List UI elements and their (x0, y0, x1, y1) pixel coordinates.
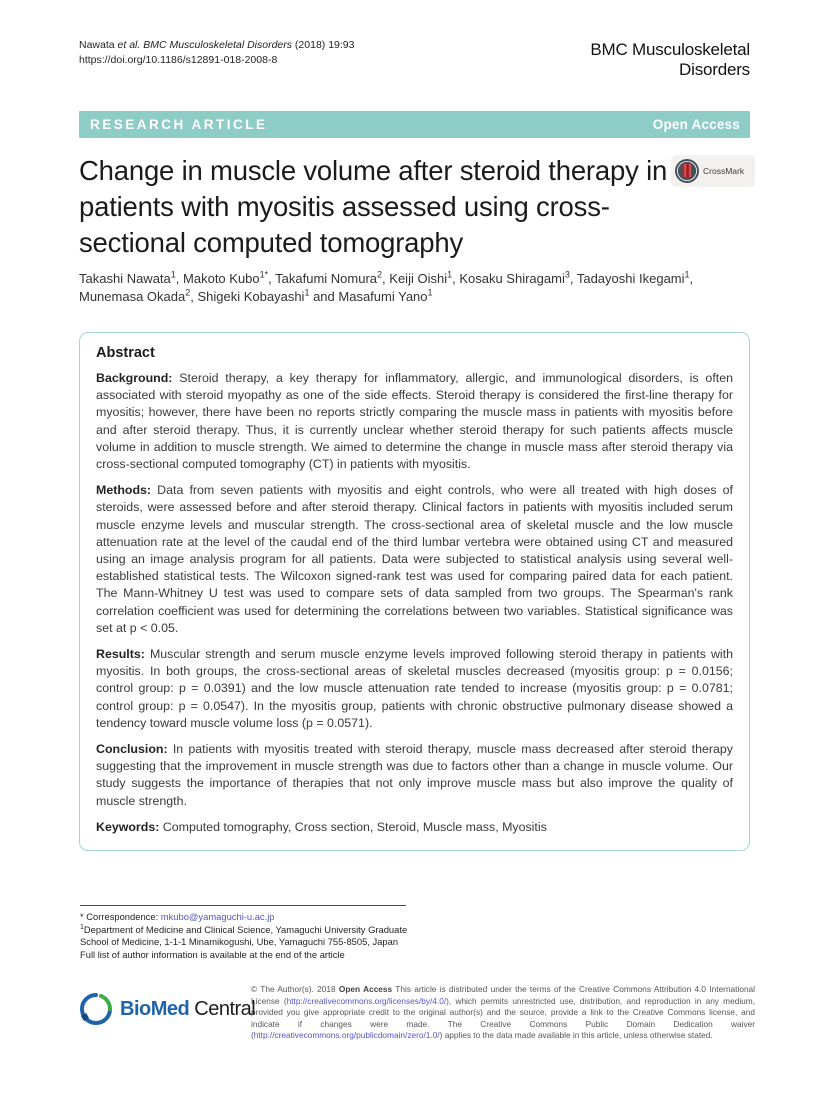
biomed-central-logo-mark-icon (79, 992, 113, 1026)
author-sup: 1 (447, 269, 453, 280)
section-label: Methods: (96, 483, 152, 498)
author-sep: , (268, 271, 276, 286)
author-sep: , (382, 271, 390, 286)
crossmark-icon (674, 158, 700, 184)
section-label: Keywords: (96, 819, 160, 834)
section-label: Conclusion: (96, 742, 168, 757)
section-text: Computed tomography, Cross section, Ster… (159, 819, 547, 834)
author-sep: , (190, 289, 198, 304)
author-sup: 3 (564, 269, 570, 280)
affiliation-line: 1Department of Medicine and Clinical Sci… (80, 923, 420, 949)
author-sup: 2 (185, 287, 191, 298)
author: Keiji Oishi1, (389, 269, 460, 286)
license-link-publicdomain[interactable]: http://creativecommons.org/publicdomain/… (253, 1030, 440, 1041)
top-header: Nawata et al. BMC Musculoskeletal Disord… (79, 38, 750, 80)
author-name: Makoto Kubo (183, 271, 260, 286)
abstract-section-conclusion: Conclusion: In patients with myositis tr… (96, 741, 733, 810)
citation-issue: (2018) 19:93 (292, 39, 355, 51)
author-sup: 1* (259, 269, 269, 280)
correspondence-label: * Correspondence: (80, 911, 161, 922)
section-text: Data from seven patients with myositis a… (96, 483, 733, 635)
journal-logo: BMC Musculoskeletal Disorders (590, 40, 750, 80)
author-sep: , (689, 271, 694, 286)
section-text: Muscular strength and serum muscle enzym… (96, 647, 733, 730)
license-open-access: Open Access (338, 984, 393, 994)
author-name: Takafumi Nomura (275, 271, 378, 286)
author-name: Takashi Nawata (79, 271, 171, 286)
header-citation: Nawata et al. BMC Musculoskeletal Disord… (79, 38, 354, 68)
license-prefix: © The Author(s). 2018 (251, 984, 339, 994)
author-sup: 2 (377, 269, 383, 280)
citation-prefix: Nawata (79, 39, 118, 51)
open-access-label: Open Access (652, 117, 740, 132)
license-part2: ), which permits unrestricted use, distr… (251, 995, 755, 1041)
author-sep: , (175, 271, 184, 286)
section-text: Steroid therapy, a key therapy for infla… (96, 371, 733, 472)
author-sup: 1 (170, 269, 176, 280)
abstract-heading: Abstract (96, 345, 155, 361)
author-sup: 1 (304, 287, 310, 298)
crossmark-badge[interactable]: CrossMark (671, 155, 755, 187)
article-title: Change in muscle volume after steroid th… (79, 155, 668, 258)
author-name: Keiji Oishi (389, 271, 448, 286)
author-sep: , (569, 271, 577, 286)
logo-biomed: BioMed (120, 997, 190, 1020)
correspondence-line: * Correspondence: mkubo@yamaguchi-u.ac.j… (80, 911, 420, 924)
author-name: Tadayoshi Ikegami (576, 271, 685, 286)
author-sep: , (452, 271, 460, 286)
biomed-central-logo-text: BioMed Central (120, 997, 256, 1021)
license-link-cc-by[interactable]: http://creativecommons.org/licenses/by/4… (286, 995, 447, 1006)
footnotes: * Correspondence: mkubo@yamaguchi-u.ac.j… (80, 911, 420, 961)
author-sep: and (309, 289, 339, 304)
author: Shigeki Kobayashi1 and (197, 287, 339, 304)
author-list: Takashi Nawata1, Makoto Kubo1*, Takafumi… (79, 270, 739, 306)
author: Tadayoshi Ikegami1, (576, 269, 694, 286)
abstract-box: Abstract Background: Steroid therapy, a … (79, 332, 750, 852)
bottom-row: BioMed Central © The Author(s). 2018 Ope… (79, 984, 755, 1042)
author-name: Masafumi Yano (338, 289, 428, 304)
journal-name-line2: Disorders (679, 60, 750, 79)
logo-central: Central (189, 997, 256, 1020)
author: Takashi Nawata1, (79, 269, 184, 286)
article-type-label: RESEARCH ARTICLE (90, 117, 268, 132)
abstract-section-keywords: Keywords: Computed tomography, Cross sec… (96, 819, 733, 836)
affiliation-text: Department of Medicine and Clinical Scie… (80, 923, 408, 948)
section-text: In patients with myositis treated with s… (96, 742, 733, 808)
author: Takafumi Nomura2, (275, 269, 390, 286)
author: Kosaku Shiragami3, (459, 269, 577, 286)
affiliation-sup: 1 (80, 923, 84, 931)
journal-name-line1: BMC Musculoskeletal (590, 40, 750, 59)
abstract-section-background: Background: Steroid therapy, a key thera… (96, 370, 733, 473)
footnote-divider (80, 905, 406, 906)
citation-line: Nawata et al. BMC Musculoskeletal Disord… (79, 38, 354, 53)
author-info-line: Full list of author information is avail… (80, 948, 345, 960)
abstract-section-methods: Methods: Data from seven patients with m… (96, 482, 733, 637)
section-label: Results: (96, 647, 145, 662)
section-label: Background: (96, 371, 173, 385)
author-name: Kosaku Shiragami (459, 271, 565, 286)
license-part1: This article is distributed under the te… (251, 984, 756, 1006)
license-part3: ) applies to the data made available in … (439, 1030, 713, 1041)
author-sup: 1 (427, 287, 433, 298)
abstract-section-results: Results: Muscular strength and serum mus… (96, 646, 733, 732)
author: Masafumi Yano1 (338, 287, 433, 304)
correspondence-email-link[interactable]: mkubo@yamaguchi-u.ac.jp (160, 911, 275, 922)
author-sup: 1 (684, 269, 690, 280)
author: Munemasa Okada2, (79, 287, 198, 304)
license-text: © The Author(s). 2018 Open Access This a… (251, 984, 755, 1042)
crossmark-label: CrossMark (703, 166, 745, 176)
author-name: Munemasa Okada (79, 289, 186, 304)
research-article-banner: RESEARCH ARTICLE Open Access (79, 111, 750, 138)
citation-journal: et al. BMC Musculoskeletal Disorders (117, 39, 293, 51)
biomed-central-logo: BioMed Central (79, 992, 256, 1026)
doi-line[interactable]: https://doi.org/10.1186/s12891-018-2008-… (79, 54, 278, 66)
author-name: Shigeki Kobayashi (197, 289, 305, 304)
author: Makoto Kubo1*, (183, 269, 276, 286)
